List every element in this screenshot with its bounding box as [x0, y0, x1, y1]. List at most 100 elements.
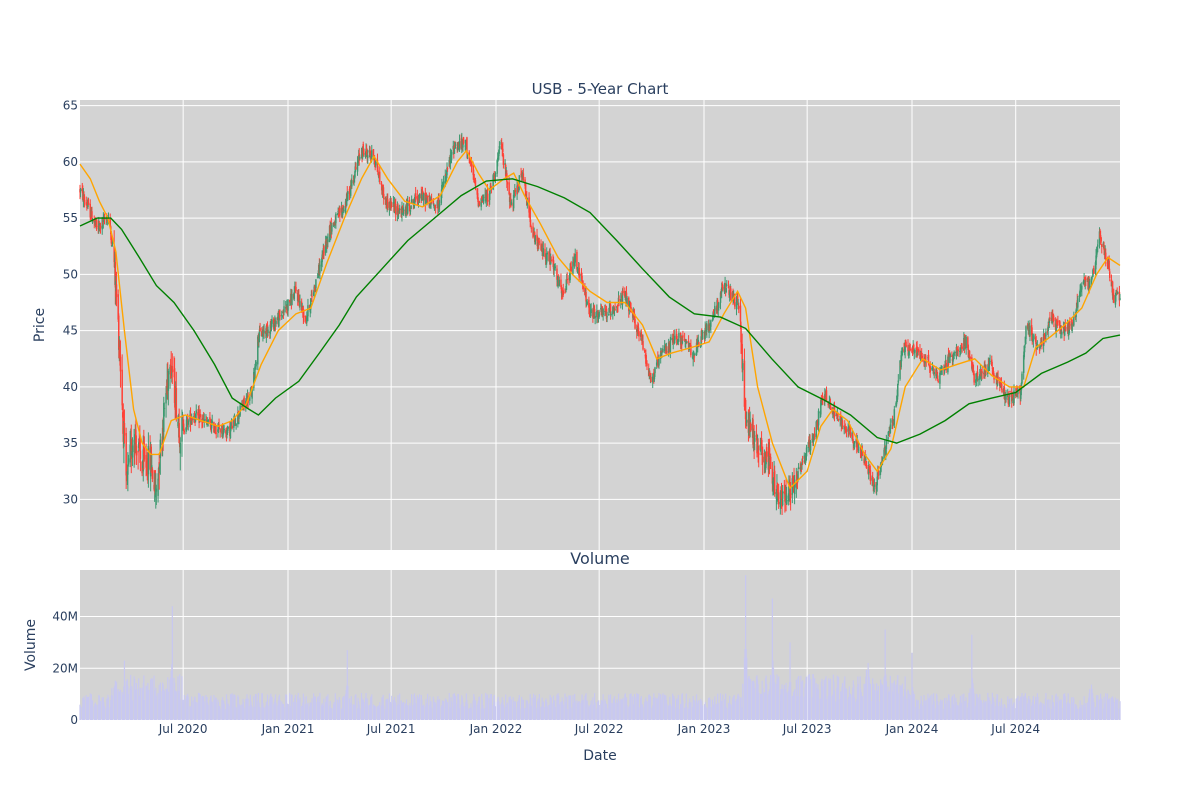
price-candle-body	[356, 161, 359, 172]
price-candle-body	[1025, 326, 1027, 339]
price-candle-body	[706, 323, 708, 332]
price-candle-body	[478, 202, 481, 206]
price-candle-body	[500, 141, 502, 145]
price-candle-body	[977, 378, 979, 381]
price-candle-body	[390, 206, 393, 208]
price-candle-body	[1052, 313, 1055, 318]
x-tick-label: Jul 2020	[158, 722, 208, 736]
price-candle-body	[572, 261, 574, 274]
price-candle-body	[893, 409, 896, 425]
price-candle-body	[960, 345, 962, 349]
volume-bar	[881, 684, 883, 720]
price-candle-body	[1098, 231, 1101, 244]
price-candle-body	[999, 383, 1002, 388]
price-candle-body	[111, 245, 113, 247]
price-candle-body	[796, 474, 798, 481]
price-candle-body	[741, 344, 743, 369]
volume-bar	[945, 697, 947, 720]
price-candle-body	[564, 292, 566, 294]
price-candle-body	[209, 422, 212, 427]
volume-y-axis-title: Volume	[23, 619, 39, 671]
price-candle-body	[496, 157, 499, 161]
price-candle-body	[195, 410, 198, 414]
volume-bar	[147, 689, 149, 720]
price-candle-body	[756, 436, 758, 454]
price-candle-body	[771, 468, 774, 484]
price-candle-body	[708, 325, 711, 327]
price-candle-body	[266, 324, 269, 334]
price-candle-body	[928, 365, 930, 367]
price-candle-body	[125, 473, 128, 480]
price-candle-body	[738, 306, 740, 309]
price-candle-body	[498, 150, 500, 157]
price-candle-body	[764, 453, 766, 465]
price-candle-body	[106, 217, 109, 221]
price-candle-body	[434, 206, 437, 209]
price-candle-body	[1067, 332, 1070, 336]
volume-bar	[191, 701, 193, 720]
price-candle-body	[552, 260, 555, 269]
price-candle-body	[243, 397, 245, 406]
price-candle-body	[883, 449, 885, 460]
price-candle-body	[831, 407, 833, 411]
volume-bar	[771, 598, 773, 720]
price-candle-body	[832, 409, 834, 413]
price-candle-body	[402, 209, 405, 211]
volume-bar	[167, 691, 169, 720]
price-candle-body	[299, 300, 301, 307]
price-candle-body	[137, 451, 139, 453]
volume-bar	[403, 702, 405, 720]
price-candle-body	[114, 261, 117, 288]
price-candle-body	[267, 329, 269, 334]
price-candle-body	[1061, 331, 1063, 335]
price-candle-body	[1095, 255, 1097, 265]
price-candle-body	[364, 153, 367, 157]
price-candle-body	[327, 239, 329, 243]
price-candle-body	[765, 447, 768, 457]
price-candle-body	[1016, 388, 1018, 392]
price-candle-body	[139, 450, 142, 459]
price-candle-body	[302, 309, 305, 319]
price-candle-body	[1030, 325, 1033, 335]
price-candle-body	[720, 287, 723, 293]
price-candle-body	[1024, 345, 1026, 349]
price-candle-body	[853, 441, 856, 444]
volume-bar	[554, 706, 556, 720]
price-candle-body	[903, 351, 906, 353]
price-candle-body	[749, 419, 751, 429]
price-candle-body	[624, 290, 626, 297]
volume-bar	[889, 675, 891, 720]
price-candle-body	[489, 186, 492, 188]
price-candle-body	[512, 194, 515, 209]
volume-bar	[251, 706, 253, 720]
price-candle-body	[920, 351, 922, 356]
price-candle-body	[179, 442, 182, 454]
price-candle-body	[231, 425, 233, 429]
volume-bar	[255, 694, 257, 720]
price-candle-body	[474, 179, 476, 181]
volume-bar	[375, 706, 377, 720]
price-candle-body	[768, 447, 771, 463]
volume-bar	[582, 699, 584, 720]
price-candle-body	[91, 211, 93, 222]
price-candle-body	[775, 492, 778, 499]
price-candle-body	[661, 352, 663, 355]
volume-bar	[1037, 696, 1039, 720]
price-candle-body	[386, 199, 389, 208]
price-candle-body	[634, 319, 636, 329]
volume-bar	[339, 700, 341, 720]
price-candle-body	[343, 209, 345, 211]
price-candle-body	[347, 191, 349, 200]
price-candle-body	[223, 429, 225, 431]
price-candle-body	[685, 339, 687, 344]
volume-bar	[514, 702, 516, 720]
price-candle-body	[989, 361, 991, 363]
price-candle-body	[851, 434, 854, 440]
price-candle-body	[629, 305, 632, 307]
volume-bar	[550, 697, 552, 720]
price-candle-body	[936, 375, 939, 379]
price-candle-body	[960, 343, 963, 345]
price-candle-body	[968, 350, 971, 357]
price-candle-body	[1042, 334, 1045, 347]
price-candle-body	[409, 207, 411, 210]
